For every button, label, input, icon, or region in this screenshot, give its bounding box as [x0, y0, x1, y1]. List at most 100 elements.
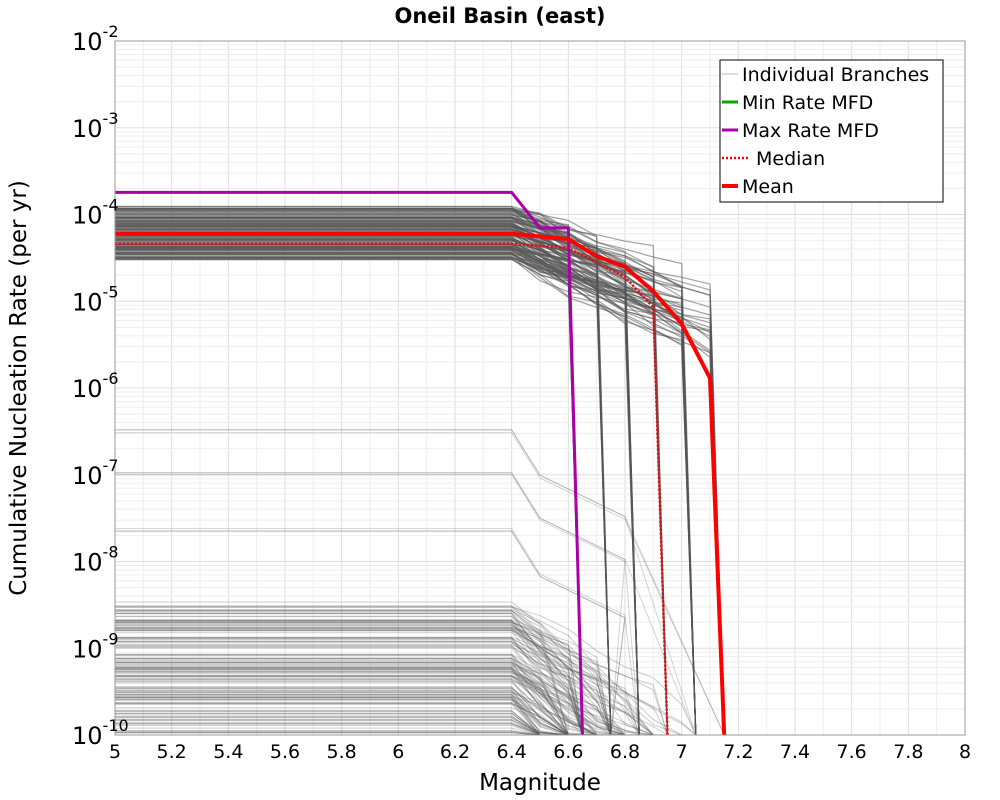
branch-line: [115, 209, 612, 736]
branch-line: [115, 609, 668, 736]
branch-line: [115, 237, 669, 736]
x-tick-label: 6.2: [440, 741, 470, 763]
branch-line: [115, 665, 569, 736]
branch-line: [115, 636, 640, 736]
branch-line: [115, 672, 612, 736]
branch-line: [115, 637, 668, 736]
branch-line: [115, 637, 612, 736]
x-axis-ticks: 5 5.2 5.4 5.6 5.8 6 6.2 6.4 6.6 6.8 7 7.2 7.4 7.6 7.8 8: [109, 741, 971, 763]
branch-line: [115, 668, 569, 736]
branch-line: [115, 653, 583, 736]
branch-line: [115, 624, 640, 736]
branch-line: [115, 474, 640, 736]
x-tick-label: 6.4: [497, 741, 527, 763]
branch-line: [115, 645, 612, 736]
branch-line: [115, 637, 569, 736]
branch-line: [115, 627, 612, 736]
branch-line: [115, 654, 569, 736]
branch-line: [115, 239, 725, 736]
branch-line: [115, 621, 612, 736]
x-tick-label: 5: [109, 741, 121, 763]
branch-line: [115, 429, 725, 736]
branch-line: [115, 646, 612, 736]
plot-frame: [114, 40, 966, 736]
series-lines: [115, 190, 727, 736]
chart-title: Oneil Basin (east): [394, 4, 605, 28]
branch-line: [115, 657, 583, 736]
branch-line: [115, 627, 583, 736]
branch-line: [115, 616, 583, 736]
x-tick-label: 5.8: [327, 741, 357, 763]
branch-line: [115, 530, 640, 736]
branch-line: [115, 432, 725, 736]
branch-line: [115, 688, 569, 736]
branch-line: [115, 697, 569, 736]
branch-line: [115, 214, 669, 736]
branch-line: [115, 606, 697, 736]
branch-line: [115, 638, 612, 736]
x-tick-label: 5.2: [157, 741, 187, 763]
y-tick-label: 10-7: [72, 456, 119, 490]
branch-line: [115, 626, 668, 736]
series-line-median: [115, 242, 669, 736]
y-tick-label: 10-9: [72, 629, 119, 663]
branch-line: [115, 216, 640, 736]
y-tick-label: 10-6: [72, 369, 119, 403]
branch-line: [115, 429, 697, 736]
branch-line: [115, 226, 697, 736]
branch-line: [115, 644, 583, 736]
series-line-mean: [115, 231, 727, 736]
x-tick-label: 6.6: [553, 741, 583, 763]
branch-line: [115, 615, 583, 736]
branch-line: [115, 472, 626, 736]
branch-line: [115, 640, 583, 736]
branch-line: [115, 630, 612, 736]
branch-line: [115, 610, 612, 736]
x-axis-label: Magnitude: [479, 770, 601, 796]
branch-line: [115, 620, 696, 736]
branch-line: [115, 233, 612, 736]
branch-line: [115, 682, 569, 736]
branch-line: [115, 630, 583, 736]
branch-line: [115, 620, 640, 736]
x-tick-label: 7.8: [893, 741, 923, 763]
branch-line: [115, 660, 569, 736]
branch-line: [115, 472, 697, 736]
branch-line: [115, 703, 569, 736]
y-tick-label: 10-5: [72, 282, 119, 316]
branch-line: [115, 208, 669, 736]
branch-line: [115, 675, 612, 736]
legend-label: Max Rate MFD: [742, 120, 879, 142]
branch-line: [115, 623, 583, 736]
x-tick-label: 6: [392, 741, 404, 763]
branch-line: [115, 613, 583, 736]
branch-line: [115, 713, 569, 736]
branch-line: [115, 259, 640, 736]
branch-line: [115, 612, 697, 736]
branch-line: [115, 610, 569, 736]
y-axis-label: Cumulative Nucleation Rate (per yr): [6, 180, 32, 596]
branch-line: [115, 233, 725, 736]
y-tick-label: 10-2: [72, 22, 119, 56]
y-tick-label: 10-8: [72, 543, 119, 577]
x-tick-label: 5.6: [270, 741, 300, 763]
branch-line: [115, 252, 725, 736]
branch-line: [115, 619, 583, 736]
branch-line: [115, 620, 569, 736]
branch-line: [115, 621, 569, 736]
branch-line: [115, 530, 626, 736]
y-tick-label: 10-3: [72, 109, 119, 143]
branch-line: [115, 624, 612, 736]
x-tick-label: 7.2: [723, 741, 753, 763]
branch-line: [115, 662, 569, 736]
branch-line: [115, 605, 668, 736]
legend: Individual Branches Min Rate MFD Max Rate …: [719, 59, 944, 203]
branch-line: [115, 638, 640, 736]
x-tick-label: 8: [959, 741, 971, 763]
legend-label: Mean: [742, 176, 794, 198]
branch-line: [115, 699, 569, 736]
legend-box: [719, 59, 944, 203]
y-tick-label: 10-4: [72, 196, 119, 230]
branch-line: [115, 601, 612, 736]
